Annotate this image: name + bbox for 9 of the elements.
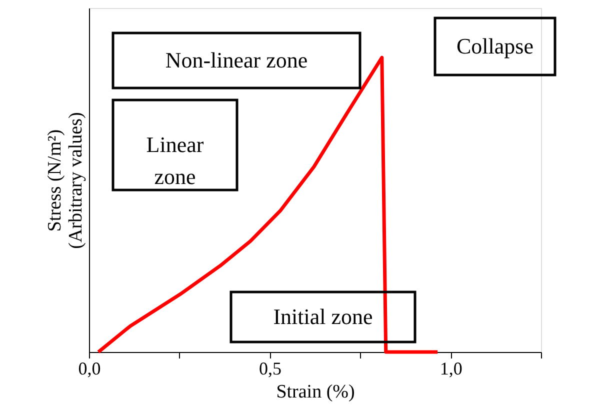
- annotation: Initial zone: [273, 304, 373, 329]
- x-tick-label: 0,0: [78, 358, 101, 378]
- x-tick-label: 1,0: [440, 358, 462, 378]
- annotation: Collapse: [456, 34, 534, 58]
- x-tick-label: 0,5: [259, 358, 282, 378]
- x-axis-title: Strain (%): [276, 382, 355, 402]
- y-axis-title: Stress (N/m²) (Arbitrary values): [44, 112, 86, 249]
- annotation: Linear zone: [146, 132, 204, 189]
- annotation: Non-linear zone: [165, 48, 308, 72]
